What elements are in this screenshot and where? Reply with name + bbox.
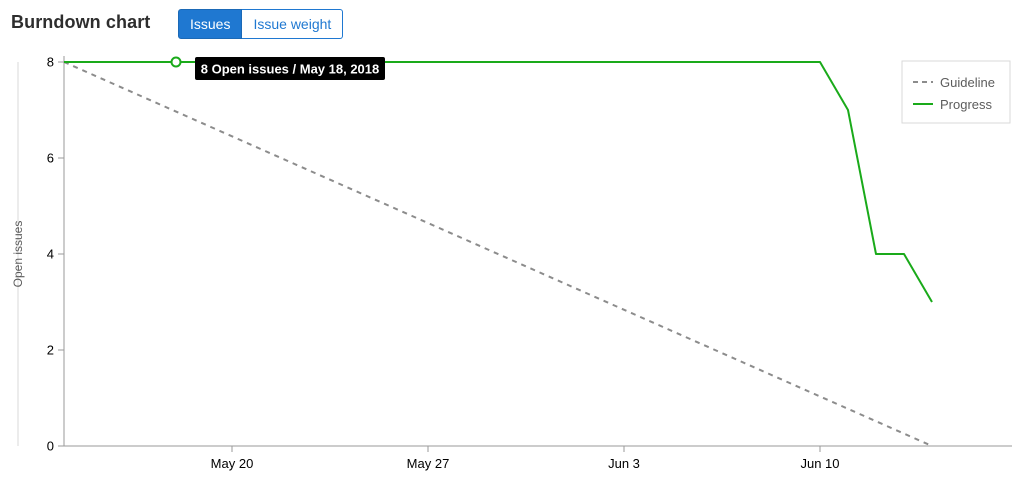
x-tick-label: Jun 10 xyxy=(800,456,839,471)
y-axis: 0 2 4 6 8 xyxy=(47,55,65,454)
legend-guideline-label: Guideline xyxy=(940,75,995,90)
y-tick-label: 4 xyxy=(47,247,54,262)
y-axis-title: Open issues xyxy=(11,221,25,288)
x-tick-label: May 20 xyxy=(211,456,254,471)
legend-progress-label: Progress xyxy=(940,97,993,112)
tooltip-background xyxy=(195,57,385,80)
hover-point-marker[interactable] xyxy=(170,56,182,68)
burndown-chart: Open issues 0 2 4 6 8 May 20 May 27 Jun 3 Jun 1… xyxy=(11,55,1012,471)
page-title: Burndown chart xyxy=(11,12,151,32)
guideline-series-line xyxy=(63,61,933,447)
issues-toggle-button[interactable]: Issues xyxy=(178,9,243,39)
legend: Guideline Progress xyxy=(901,60,1011,124)
x-tick-label: Jun 3 xyxy=(608,456,640,471)
legend-box xyxy=(901,60,1011,124)
marker-layer xyxy=(170,56,182,68)
y-tick-label: 8 xyxy=(47,55,54,70)
x-tick-label: May 27 xyxy=(407,456,450,471)
tooltip: 8 Open issues / May 18, 2018 xyxy=(195,57,385,80)
y-tick-label: 2 xyxy=(47,343,54,358)
series-layer xyxy=(63,61,933,447)
y-tick-label: 0 xyxy=(47,439,54,454)
chart-header: Burndown chart Issues Issue weight xyxy=(0,0,1024,48)
chart-type-toggle: Issues Issue weight xyxy=(178,9,344,39)
y-tick-label: 6 xyxy=(47,151,54,166)
issue-weight-toggle-button[interactable]: Issue weight xyxy=(242,9,344,39)
x-axis: May 20 May 27 Jun 3 Jun 10 xyxy=(64,445,1012,471)
progress-series-line xyxy=(64,61,933,303)
tooltip-text: 8 Open issues / May 18, 2018 xyxy=(201,62,380,77)
